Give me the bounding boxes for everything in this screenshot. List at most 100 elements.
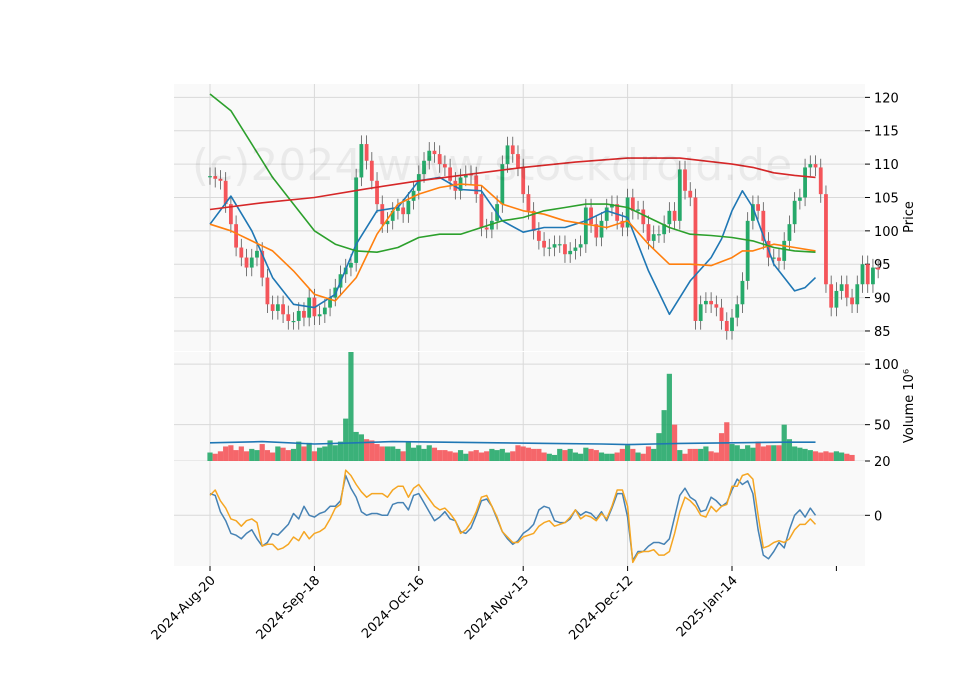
candle-body	[808, 164, 813, 168]
volume-bar	[651, 448, 657, 461]
candle-body	[385, 220, 390, 225]
volume-bar	[217, 451, 224, 461]
candle-body	[416, 174, 421, 191]
volume-bar	[254, 450, 260, 461]
candle-body	[380, 204, 385, 225]
candle-body	[620, 220, 625, 228]
candle-body	[855, 284, 860, 305]
volume-bar	[609, 453, 615, 461]
volume-bar	[296, 441, 302, 461]
volume-bar	[583, 447, 589, 461]
volume-bar	[682, 453, 688, 461]
x-tick-label: 2024-Oct-16	[359, 573, 427, 641]
candle-body	[265, 277, 270, 305]
candle-body	[756, 204, 760, 211]
candle-body	[677, 169, 682, 221]
volume-bar	[713, 452, 719, 461]
volume-bar	[504, 452, 511, 461]
volume-bar	[739, 448, 746, 461]
volume-bar	[687, 448, 693, 461]
volume-bar	[348, 352, 354, 461]
volume-bar	[765, 445, 772, 461]
oscillator-line-2	[209, 469, 817, 564]
candle-body	[390, 210, 395, 221]
candle-body	[275, 304, 280, 311]
candle-body	[730, 317, 734, 331]
candle-body	[829, 284, 834, 308]
volume-bar	[630, 448, 636, 461]
candle-body	[871, 267, 875, 285]
volume-bar	[849, 454, 855, 461]
volume-bar	[828, 452, 834, 461]
candle-body	[583, 207, 588, 245]
volume-bar	[677, 450, 683, 461]
volume-bar	[285, 450, 291, 461]
candle-body	[484, 227, 489, 230]
volume-bar	[301, 446, 307, 461]
x-axis: 2024-Aug-20 2024-Sep-18 2024-Oct-16 2024-No…	[149, 566, 837, 643]
volume-bar	[833, 451, 839, 461]
candle-body	[876, 267, 881, 270]
volume-bar	[557, 448, 563, 461]
volume-bar	[280, 447, 286, 461]
volume-bar	[431, 447, 438, 461]
candle-body	[255, 250, 259, 258]
candle-body	[260, 250, 265, 278]
candle-body	[724, 320, 729, 331]
x-tick-label: 2024-Dec-12	[566, 573, 636, 643]
volume-bar	[410, 447, 417, 461]
candle-body	[510, 145, 515, 155]
candle-body	[646, 224, 651, 241]
candle-body	[782, 240, 787, 261]
candle-body	[213, 176, 218, 179]
candle-body	[406, 200, 411, 215]
volume-bar	[233, 450, 239, 461]
volume-bar	[541, 452, 547, 461]
volume-bar	[306, 442, 312, 461]
candle-body	[568, 250, 573, 255]
volume-background	[174, 352, 865, 461]
moving-average-line-4	[209, 157, 816, 211]
watermark-text: (c)2024 www.stockdroid.de	[192, 140, 792, 191]
volume-bar	[442, 450, 448, 461]
candle-body	[479, 194, 484, 228]
volume-bar	[771, 445, 777, 461]
volume-bar	[562, 450, 568, 461]
volume-bar	[275, 446, 281, 461]
price-ylabel: Price	[902, 201, 917, 233]
candle-body	[672, 210, 677, 221]
candle-body	[771, 257, 776, 259]
price-ytick-label: 120	[874, 91, 899, 106]
oscillator-line-1	[209, 474, 817, 562]
volume-bar	[327, 440, 333, 461]
candle-body	[657, 234, 661, 236]
volume-bar	[489, 448, 495, 461]
volume-bar	[369, 440, 375, 461]
price-ytick-label: 105	[874, 191, 899, 206]
volume-bar	[478, 452, 485, 461]
volume-bar	[551, 454, 558, 461]
volume-bar	[426, 445, 432, 461]
candle-body	[787, 224, 792, 241]
volume-bar	[249, 448, 255, 461]
x-tick-label: 2024-Aug-20	[149, 573, 219, 643]
volume-bar	[447, 451, 453, 461]
volume-bar	[588, 448, 594, 461]
candle-body	[636, 209, 640, 211]
candle-body	[291, 320, 296, 323]
volume-bar	[243, 451, 250, 461]
candle-body	[615, 204, 620, 221]
candle-body	[651, 234, 656, 241]
candle-body	[698, 304, 703, 321]
volume-bar	[572, 452, 578, 461]
candle-body	[489, 220, 494, 230]
volume-bar	[421, 448, 427, 461]
volume-bar	[228, 445, 234, 461]
moving-average-line-3	[209, 93, 816, 253]
candle-body	[865, 264, 870, 285]
volume-bar	[567, 448, 573, 461]
volume-bar	[666, 373, 672, 461]
candle-body	[578, 244, 583, 248]
candle-body	[244, 257, 249, 268]
